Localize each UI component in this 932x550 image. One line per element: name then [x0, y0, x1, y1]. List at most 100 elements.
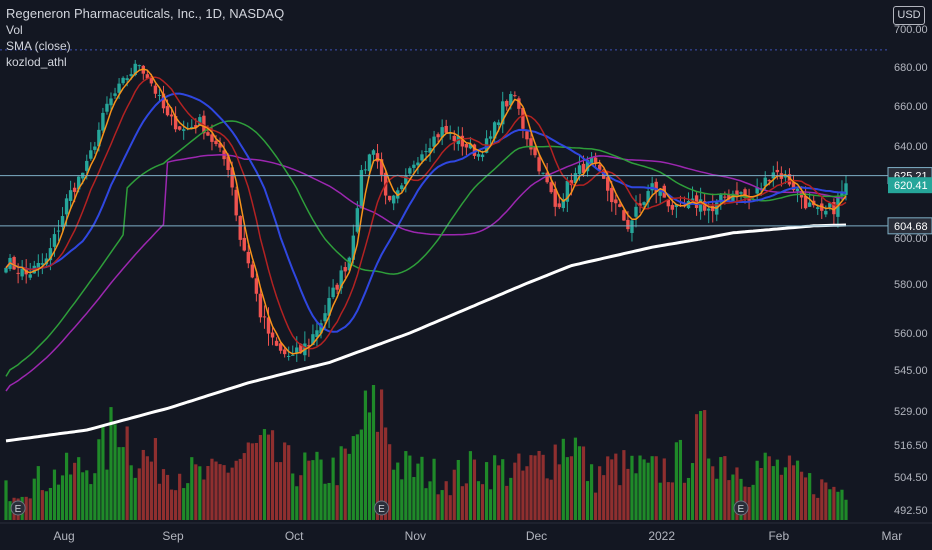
candle-body: [145, 74, 150, 79]
candle-body: [816, 207, 820, 209]
candle-body: [775, 169, 780, 173]
volume-bar: [222, 465, 226, 520]
candle-body: [517, 98, 521, 109]
candle-body: [165, 106, 170, 116]
candle-body: [690, 198, 695, 201]
legend-vol[interactable]: Vol: [6, 23, 23, 37]
candle-body: [706, 208, 711, 211]
candle-body: [610, 187, 614, 203]
volume-bar: [242, 453, 246, 520]
volume-bar: [589, 464, 594, 520]
candle-body: [60, 216, 65, 227]
volume-bar: [347, 453, 351, 520]
volume-bar: [824, 482, 828, 520]
x-tick-label: 2022: [648, 529, 675, 543]
candle-body: [363, 169, 368, 171]
candle-body: [48, 248, 53, 261]
candle-body: [177, 126, 182, 130]
candle-body: [278, 343, 283, 351]
candle-body: [460, 135, 465, 147]
volume-bar: [121, 447, 125, 520]
volume-bar: [509, 477, 513, 520]
y-tick-label: 600.00: [894, 233, 928, 245]
candle-body: [666, 199, 671, 207]
candle-body: [295, 347, 299, 353]
volume-bar: [553, 444, 557, 520]
volume-bar: [416, 463, 420, 520]
candle-body: [719, 194, 723, 203]
volume-bar: [751, 484, 755, 520]
candle-body: [266, 317, 271, 334]
candle-body: [480, 154, 485, 158]
volume-bar: [666, 482, 670, 520]
volume-bar: [694, 414, 699, 520]
volume-bar: [739, 478, 743, 520]
candle-body: [420, 154, 424, 161]
volume-bar: [747, 487, 751, 520]
current-price-label: 620.41: [894, 180, 928, 192]
volume-bar: [581, 446, 586, 520]
candle-body: [250, 264, 255, 278]
legend-sma[interactable]: SMA (close): [6, 39, 71, 53]
candle-body: [299, 344, 303, 352]
candle-body: [355, 208, 360, 232]
candle-body: [101, 112, 105, 131]
candle-body: [492, 122, 497, 139]
volume-bar: [513, 462, 517, 520]
volume-bar: [48, 487, 53, 520]
volume-bar: [497, 465, 501, 520]
candle-body: [573, 173, 578, 183]
volume-bar: [795, 460, 800, 520]
volume-bar: [650, 456, 654, 520]
volume-bar: [767, 456, 771, 520]
volume-bar: [703, 410, 707, 520]
candle-body: [214, 140, 218, 145]
volume-bar: [682, 482, 687, 520]
volume-bar: [808, 473, 812, 520]
earnings-marker-label: E: [738, 504, 745, 515]
volume-bar: [662, 458, 666, 520]
candle-body: [597, 164, 602, 170]
candle-body: [246, 251, 251, 264]
volume-bar: [214, 461, 218, 520]
volume-bar: [561, 438, 565, 520]
volume-bar: [614, 453, 618, 520]
volume-bar: [141, 449, 145, 520]
candle-body: [230, 167, 234, 188]
volume-bar: [327, 482, 331, 520]
volume-bar: [198, 466, 202, 520]
volume-bar: [618, 485, 622, 520]
volume-bar: [323, 483, 327, 520]
volume-bar: [258, 435, 263, 520]
candle-body: [311, 334, 315, 346]
candle-body: [173, 115, 178, 130]
volume-bar: [585, 481, 590, 520]
candle-body: [767, 180, 771, 182]
volume-bar: [270, 430, 275, 520]
volume-bar: [476, 481, 481, 520]
volume-bar: [210, 458, 214, 520]
candle-body: [64, 198, 69, 215]
candle-body: [56, 230, 61, 232]
volume-bar: [638, 455, 642, 520]
volume-bar: [384, 427, 388, 520]
currency-button[interactable]: USD: [893, 6, 925, 25]
candle-body: [206, 132, 210, 136]
candle-body: [307, 345, 311, 347]
candle-body: [743, 189, 747, 198]
candle-body: [622, 210, 626, 221]
y-tick-label: 660.00: [894, 101, 928, 113]
earnings-marker-label: E: [15, 504, 22, 515]
volume-bar: [727, 480, 731, 520]
candle-body: [787, 174, 792, 185]
volume-bar: [529, 455, 533, 520]
volume-bar: [335, 485, 339, 520]
candle-body: [702, 201, 707, 211]
legend-indicator[interactable]: kozlod_athl: [6, 55, 67, 69]
volume-bar: [279, 462, 283, 520]
candle-body: [674, 204, 679, 208]
candle-body: [254, 278, 259, 294]
volume-bar: [392, 469, 396, 520]
candle-body: [319, 323, 323, 334]
